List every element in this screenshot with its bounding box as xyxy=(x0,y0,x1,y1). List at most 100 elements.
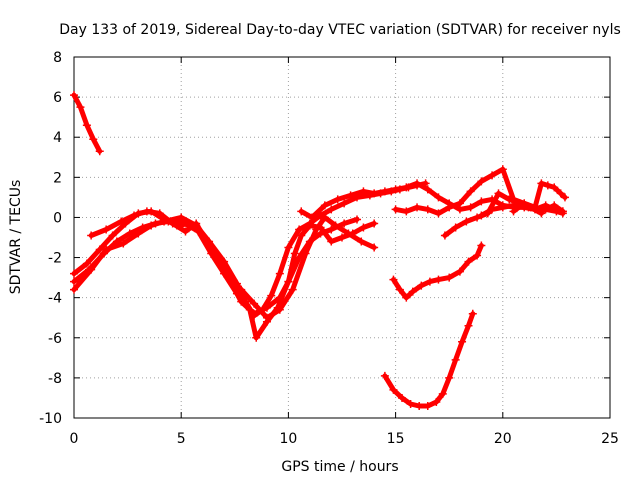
data-point-marker xyxy=(117,217,126,226)
data-point-marker xyxy=(445,373,454,382)
data-point-marker xyxy=(556,189,565,198)
data-point-marker xyxy=(89,135,98,144)
x-tick-label: 0 xyxy=(70,431,79,447)
data-point-marker xyxy=(95,147,104,156)
x-tick-label: 25 xyxy=(601,431,619,447)
data-point-marker xyxy=(168,219,177,228)
data-point-marker xyxy=(87,231,96,240)
data-point-marker xyxy=(415,401,424,410)
axis-ticks: 0 5 10 15 20 25 -10 -8 -6 -4 -2 0 2 4 6 8 xyxy=(39,50,619,447)
data-point-marker xyxy=(155,209,164,218)
y-tick-label: 2 xyxy=(53,170,62,186)
x-axis-label: GPS time / hours xyxy=(281,459,398,475)
y-axis-label: SDTVAR / TECUs xyxy=(8,180,24,295)
data-point-marker xyxy=(466,203,475,212)
data-point-marker xyxy=(262,313,271,322)
data-point-marker xyxy=(275,293,284,302)
data-point-marker xyxy=(370,219,379,228)
data-point-marker xyxy=(340,219,349,228)
y-tick-label: 8 xyxy=(53,50,62,66)
data-point-marker xyxy=(464,321,473,330)
data-point-marker xyxy=(498,165,507,174)
data-point-marker xyxy=(434,209,443,218)
data-point-marker xyxy=(353,215,362,224)
data-point-marker xyxy=(95,245,104,254)
data-point-marker xyxy=(455,267,464,276)
x-tick-label: 5 xyxy=(177,431,186,447)
data-point-marker xyxy=(541,201,550,210)
data-point-marker xyxy=(464,257,473,266)
data-point-marker xyxy=(440,231,449,240)
data-point-marker xyxy=(483,209,492,218)
data-point-marker xyxy=(391,185,400,194)
data-point-marker xyxy=(262,303,271,312)
x-tick-label: 20 xyxy=(494,431,512,447)
data-point-marker xyxy=(509,207,518,216)
data-point-marker xyxy=(359,223,368,232)
data-point-marker xyxy=(402,183,411,192)
data-point-marker xyxy=(125,229,134,238)
data-point-marker xyxy=(327,225,336,234)
data-point-marker xyxy=(130,211,139,220)
data-point-marker xyxy=(423,401,432,410)
data-point-marker xyxy=(142,207,151,216)
data-point-marker xyxy=(473,213,482,222)
data-point-marker xyxy=(438,389,447,398)
data-point-marker xyxy=(301,249,310,258)
data-point-marker xyxy=(413,203,422,212)
data-point-marker xyxy=(423,185,432,194)
data-point-marker xyxy=(413,179,422,188)
y-tick-label: 4 xyxy=(53,130,62,146)
data-point-marker xyxy=(119,239,128,248)
data-point-marker xyxy=(102,225,111,234)
data-point-marker xyxy=(389,275,398,284)
data-point-marker xyxy=(380,371,389,380)
data-point-marker xyxy=(237,285,246,294)
data-point-marker xyxy=(215,257,224,266)
plot-frame xyxy=(73,56,611,419)
data-point-marker xyxy=(451,355,460,364)
data-point-marker xyxy=(558,207,567,216)
data-point-marker xyxy=(70,277,78,286)
data-point-marker xyxy=(267,291,276,300)
data-point-marker xyxy=(327,237,336,246)
data-point-marker xyxy=(85,265,94,274)
data-point-marker xyxy=(357,237,366,246)
data-point-marker xyxy=(434,275,443,284)
series-arc-11 xyxy=(391,243,484,301)
data-point-marker xyxy=(297,231,306,240)
data-point-marker xyxy=(417,281,426,290)
data-point-marker xyxy=(359,187,368,196)
y-tick-label: -10 xyxy=(39,411,62,427)
data-point-marker xyxy=(395,285,404,294)
data-point-marker xyxy=(307,213,316,222)
data-point-marker xyxy=(473,251,482,260)
data-point-marker xyxy=(537,209,546,218)
x-tick-label: 10 xyxy=(279,431,297,447)
data-point-marker xyxy=(151,219,160,228)
data-point-marker xyxy=(408,287,417,296)
data-point-marker xyxy=(370,243,379,252)
data-point-marker xyxy=(402,293,411,302)
data-point-marker xyxy=(138,223,147,232)
data-point-marker xyxy=(458,337,467,346)
data-point-marker xyxy=(250,299,259,308)
data-series xyxy=(70,91,569,410)
data-point-marker xyxy=(237,297,246,306)
data-point-marker xyxy=(70,91,78,100)
data-point-marker xyxy=(181,227,190,236)
data-point-marker xyxy=(275,305,284,314)
data-point-marker xyxy=(488,171,497,180)
data-point-marker xyxy=(423,205,432,214)
series-arc-10 xyxy=(442,190,544,238)
y-tick-label: -4 xyxy=(48,291,62,307)
data-point-marker xyxy=(550,205,559,214)
data-point-marker xyxy=(425,277,434,286)
chart-title: Day 133 of 2019, Sidereal Day-to-day VTE… xyxy=(59,22,621,38)
data-point-marker xyxy=(391,205,400,214)
data-point-marker xyxy=(498,203,507,212)
data-point-marker xyxy=(76,103,85,112)
data-point-marker xyxy=(505,195,514,204)
data-point-marker xyxy=(288,285,297,294)
